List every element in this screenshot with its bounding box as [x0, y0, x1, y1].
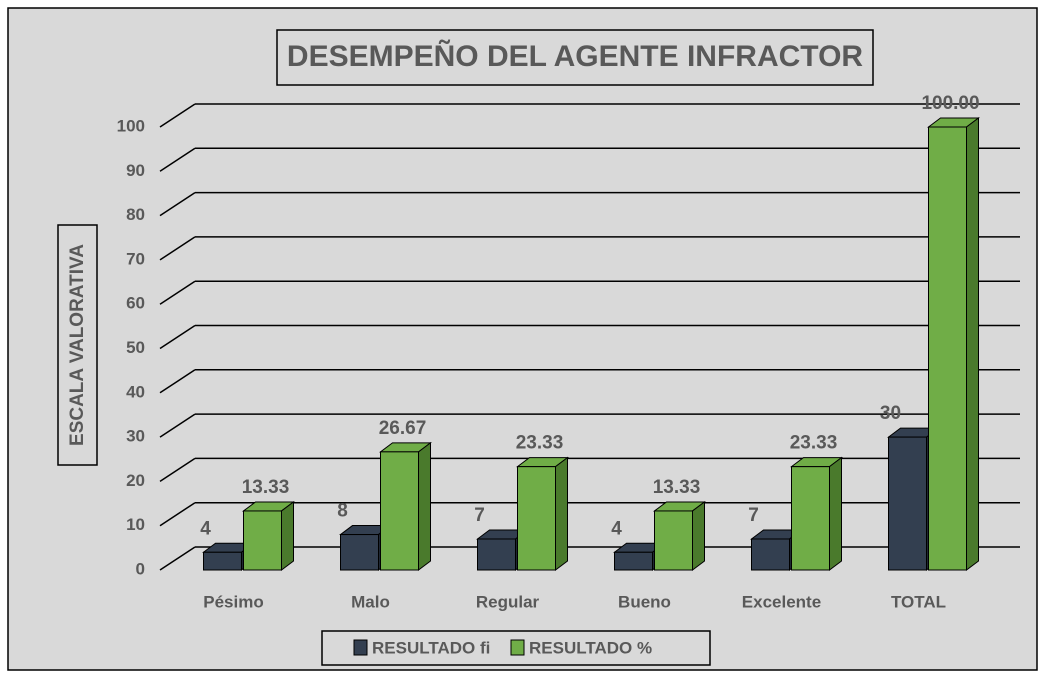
bar-side [966, 117, 979, 571]
y-tick-label: 40 [126, 382, 145, 401]
grid-line [159, 546, 196, 571]
grid-line [159, 324, 196, 350]
bar-front [203, 551, 242, 571]
y-tick-label: 80 [126, 205, 145, 224]
bar-front [243, 510, 282, 571]
data-label: 23.33 [790, 433, 838, 454]
bar-front [888, 436, 927, 571]
bar-front [477, 538, 516, 571]
bar-side [418, 441, 431, 571]
y-tick-label: 10 [126, 515, 145, 534]
data-label: 4 [200, 518, 211, 539]
y-axis-label: ESCALA VALORATIVA [67, 244, 88, 446]
bar-side [281, 500, 294, 571]
title-box [276, 29, 874, 86]
grid-line [159, 147, 196, 172]
bar-front [751, 538, 790, 571]
bar [242, 500, 295, 571]
bar-front [791, 466, 830, 571]
x-tick-label: TOTAL [891, 592, 946, 611]
bar-front [928, 126, 967, 571]
bar-side [555, 456, 568, 571]
chart-title: DESEMPEÑO DEL AGENTE INFRACTOR [287, 39, 864, 73]
bar-front [517, 466, 556, 571]
data-label: 23.33 [516, 433, 564, 454]
legend-swatch [510, 639, 525, 656]
data-label: 7 [748, 505, 759, 526]
bar-side [829, 456, 842, 571]
chart-area [7, 7, 1038, 671]
y-tick-label: 60 [126, 294, 145, 313]
x-tick-label: Excelente [742, 592, 821, 611]
bar [927, 117, 980, 571]
grid-line [159, 413, 196, 438]
bar-front [614, 551, 653, 571]
x-tick-label: Pésimo [203, 592, 263, 611]
bar-side [692, 500, 705, 571]
data-label: 4 [611, 518, 622, 539]
grid-line [159, 280, 196, 305]
x-tick-label: Regular [476, 592, 540, 611]
bar [653, 500, 706, 571]
y-tick-label: 0 [136, 559, 145, 578]
legend-label: RESULTADO % [529, 638, 652, 657]
y-tick-label: 50 [126, 338, 145, 357]
x-tick-label: Malo [351, 592, 390, 611]
bar-front [654, 510, 693, 571]
y-tick-label: 70 [126, 249, 145, 268]
data-label: 26.67 [379, 418, 427, 439]
legend-label: RESULTADO fi [372, 638, 490, 657]
y-tick-label: 90 [126, 161, 145, 180]
data-label: 100.00 [921, 93, 979, 114]
data-label: 13.33 [242, 477, 290, 498]
y-tick-label: 100 [117, 116, 145, 135]
data-label: 30 [880, 403, 901, 424]
y-tick-label: 30 [126, 427, 145, 446]
bar-front [380, 451, 419, 571]
bar-front [340, 534, 379, 571]
y-tick-label: 20 [126, 471, 145, 490]
data-label: 7 [474, 505, 485, 526]
grid-line [159, 236, 196, 261]
grid-line [159, 369, 196, 394]
bar [379, 441, 432, 571]
grid-line [159, 191, 196, 217]
grid-line [159, 103, 196, 128]
x-tick-label: Bueno [618, 592, 671, 611]
data-label: 13.33 [653, 477, 701, 498]
legend-swatch [353, 639, 368, 656]
y-label-box [57, 224, 98, 466]
bar [790, 456, 843, 571]
grid-line [159, 457, 196, 483]
bar [516, 456, 569, 571]
data-label: 8 [337, 501, 348, 522]
grid-line [159, 502, 196, 527]
